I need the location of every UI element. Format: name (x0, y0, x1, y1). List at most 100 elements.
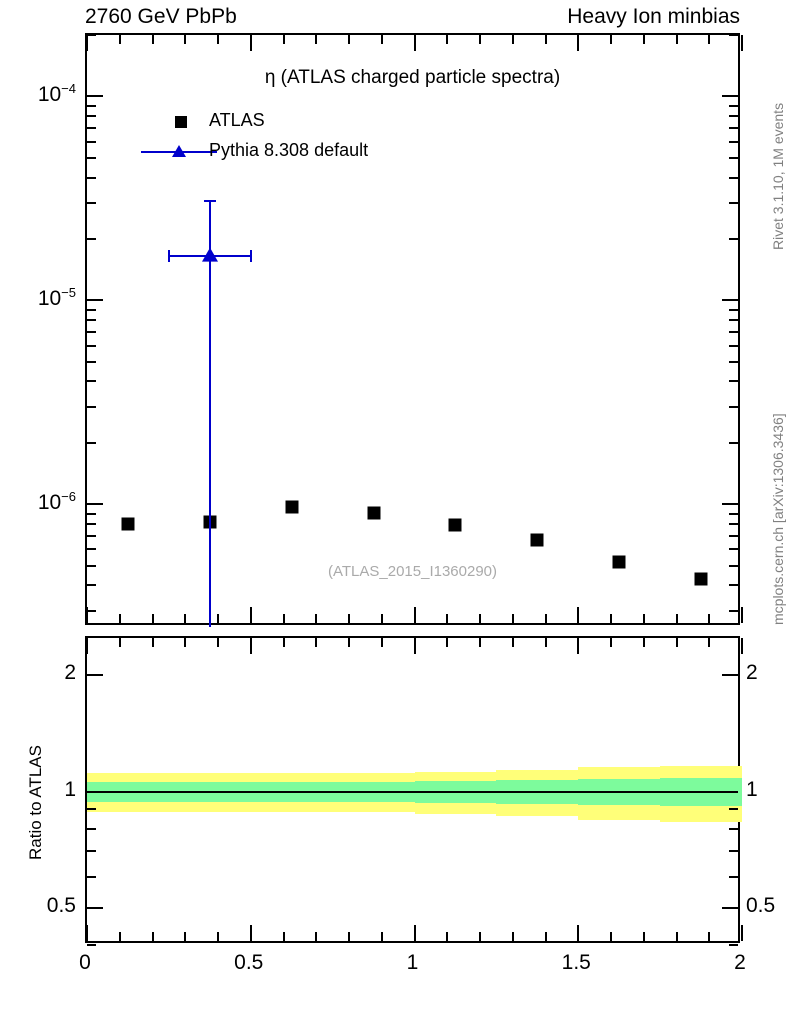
main-plot-panel: η (ATLAS charged particle spectra) ATLAS… (85, 33, 743, 627)
error-bar-cap (249, 249, 252, 262)
data-point-marker (201, 247, 218, 262)
axis-tick (282, 932, 285, 941)
axis-tick (708, 638, 711, 647)
axis-tick (675, 35, 678, 44)
axis-tick (675, 932, 678, 941)
axis-tick (729, 850, 738, 853)
axis-tick (315, 638, 318, 647)
axis-tick (729, 827, 738, 830)
axis-tick (741, 925, 743, 941)
data-point-marker (285, 500, 299, 514)
axis-tick (87, 95, 103, 98)
axis-tick (722, 503, 738, 506)
y-axis-tick-label: 10−6 (37, 489, 76, 515)
axis-tick (87, 503, 103, 506)
data-point-marker (530, 533, 544, 547)
axis-tick (675, 638, 678, 647)
axis-tick (380, 35, 383, 44)
header-right-event-class: Heavy Ion minbias (567, 5, 740, 28)
axis-tick (729, 156, 738, 159)
plot-title: η (ATLAS charged particle spectra) (264, 67, 561, 88)
ratio-y-tick-label-right: 1 (746, 777, 758, 801)
axis-tick (577, 35, 580, 51)
data-point-marker (448, 518, 462, 532)
axis-tick (610, 614, 612, 623)
axis-tick (729, 176, 738, 179)
axis-tick (249, 638, 252, 654)
axis-tick (544, 35, 547, 44)
axis-tick (577, 925, 580, 941)
axis-tick (87, 156, 96, 159)
ratio-reference-line (87, 790, 738, 793)
ratio-y-tick-label-right: 2 (746, 661, 758, 685)
axis-tick (151, 614, 154, 623)
axis-tick (729, 522, 738, 525)
axis-tick (642, 35, 645, 44)
axis-tick (729, 202, 738, 204)
axis-tick (184, 932, 187, 941)
axis-tick (708, 35, 711, 44)
ratio-y-tick-label: 2 (64, 661, 76, 685)
data-point-marker (367, 506, 381, 520)
axis-tick (610, 35, 612, 44)
axis-tick (380, 638, 383, 647)
axis-tick (87, 126, 96, 129)
axis-tick (729, 34, 738, 36)
axis-tick (729, 330, 738, 333)
axis-tick (413, 925, 416, 941)
analysis-id-watermark: (ATLAS_2015_I1360290) (327, 563, 498, 580)
axis-tick (87, 512, 96, 515)
axis-tick (87, 944, 96, 946)
axis-tick (87, 202, 96, 204)
axis-tick (729, 115, 738, 118)
axis-tick (87, 674, 103, 677)
axis-tick (118, 638, 121, 647)
axis-tick (729, 609, 738, 612)
axis-tick (184, 35, 187, 44)
y-axis-tick-label: 10−4 (37, 81, 76, 107)
side-label-source-reference: mcplots.cern.ch [arXiv:1306.3436] (770, 413, 786, 625)
axis-tick (87, 319, 96, 322)
triangle-marker-icon (172, 145, 186, 157)
axis-tick (87, 564, 96, 567)
axis-tick (315, 35, 318, 44)
axis-tick (729, 548, 738, 551)
axis-tick (729, 876, 738, 879)
axis-tick (348, 614, 350, 623)
axis-tick (282, 614, 285, 623)
axis-tick (87, 176, 96, 179)
axis-tick (118, 35, 121, 44)
axis-tick (741, 607, 743, 623)
axis-tick (87, 876, 96, 879)
axis-tick (87, 330, 96, 333)
axis-tick (217, 932, 219, 941)
x-axis-tick-label: 1 (406, 951, 419, 974)
axis-tick (86, 35, 88, 51)
axis-tick (479, 614, 481, 623)
axis-tick (315, 932, 318, 941)
ratio-y-tick-label-right: 0.5 (746, 893, 776, 917)
axis-tick (315, 614, 318, 623)
axis-tick (722, 95, 738, 98)
axis-tick (413, 638, 416, 654)
x-axis-tick-label: 0.5 (234, 951, 264, 974)
square-marker-icon (175, 116, 187, 128)
axis-tick (348, 35, 350, 44)
axis-tick (87, 850, 96, 853)
axis-tick (217, 35, 219, 44)
axis-tick (446, 614, 449, 623)
axis-tick (729, 944, 738, 946)
axis-tick (729, 126, 738, 129)
axis-tick (282, 638, 285, 647)
ratio-y-axis-title: Ratio to ATLAS (26, 745, 45, 860)
axis-tick (87, 584, 96, 587)
axis-tick (282, 35, 285, 44)
axis-tick (722, 299, 738, 302)
axis-tick (217, 638, 219, 647)
header-left-collision-system: 2760 GeV PbPb (85, 5, 237, 28)
axis-tick (87, 522, 96, 525)
axis-tick (87, 308, 96, 311)
axis-tick (729, 308, 738, 311)
axis-tick (86, 638, 88, 654)
